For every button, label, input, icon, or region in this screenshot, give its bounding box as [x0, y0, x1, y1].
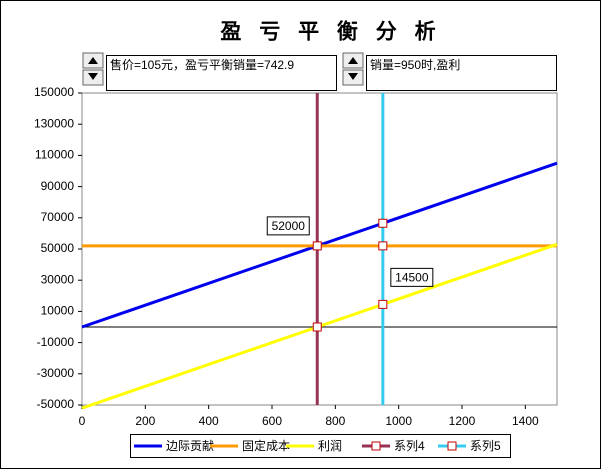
legend: 边际贡献 固定成本 利润 系列4 系列5 — [130, 434, 511, 458]
x-tick-label: 1000 — [385, 414, 412, 428]
spinner[interactable] — [342, 52, 364, 86]
legend-marker — [447, 441, 457, 451]
marker — [378, 299, 388, 309]
marker — [312, 322, 322, 332]
marker — [312, 241, 322, 251]
x-tick-label: 600 — [262, 414, 282, 428]
y-tick-label: 130000 — [34, 116, 74, 130]
text-box-label: 售价=105元，盈亏平衡销量=742.9 — [110, 57, 294, 72]
legend-marker — [371, 441, 381, 451]
text-box — [366, 55, 557, 91]
marker — [378, 218, 388, 228]
data-label-box — [390, 267, 434, 287]
y-tick-label: -50000 — [37, 397, 75, 411]
legend-label: 边际贡献 — [166, 438, 214, 453]
y-tick-label: -10000 — [37, 335, 75, 349]
x-tick-label: 1200 — [449, 414, 476, 428]
legend-label: 系列5 — [470, 439, 501, 453]
data-label: 14500 — [395, 271, 429, 285]
legend-label: 固定成本 — [242, 438, 290, 453]
y-tick-label: 90000 — [41, 179, 75, 193]
y-tick-label: 30000 — [41, 272, 75, 286]
chart-title: 盈 亏 平 衡 分 析 — [219, 20, 441, 44]
data-label-box — [266, 216, 310, 236]
text-box — [106, 55, 337, 91]
x-tick-label: 200 — [135, 414, 155, 428]
legend-label: 利润 — [318, 439, 342, 453]
y-tick-label: -30000 — [37, 366, 75, 380]
legend-label: 系列4 — [394, 439, 425, 453]
marker — [378, 241, 388, 251]
y-tick-label: 10000 — [41, 304, 75, 318]
y-tick-label: 110000 — [35, 148, 74, 162]
y-tick-label: 70000 — [41, 210, 75, 224]
y-tick-label: 150000 — [34, 85, 74, 99]
x-tick-label: 1400 — [512, 414, 539, 428]
legend-box — [130, 434, 511, 458]
data-label: 52000 — [272, 219, 306, 233]
x-tick-label: 800 — [325, 414, 345, 428]
y-tick-label: 50000 — [41, 241, 75, 255]
x-tick-label: 400 — [199, 414, 219, 428]
spinner[interactable] — [82, 52, 104, 86]
text-box-label: 销量=950时,盈利 — [370, 58, 460, 72]
x-tick-label: 0 — [79, 414, 86, 428]
